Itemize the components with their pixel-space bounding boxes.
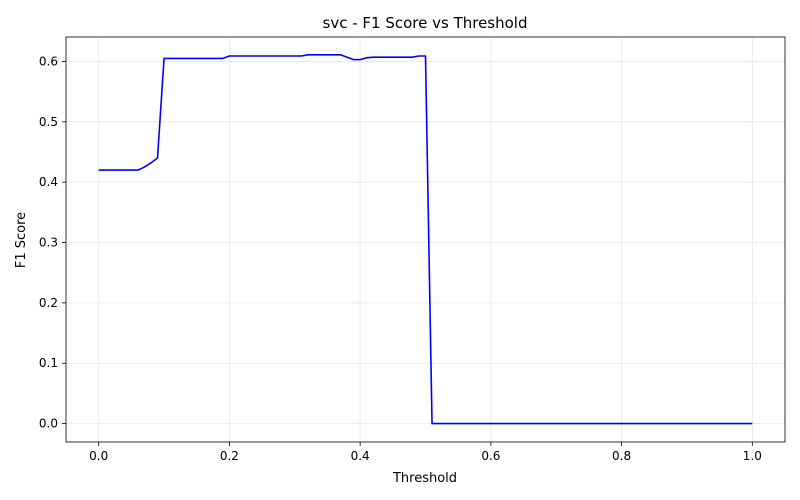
y-tick-label: 0.6	[39, 54, 58, 68]
y-tick-label: 0.2	[39, 296, 58, 310]
y-tick-label: 0.5	[39, 115, 58, 129]
y-tick-label: 0.3	[39, 236, 58, 250]
x-tick-label: 0.4	[351, 449, 370, 463]
x-tick-label: 1.0	[743, 449, 762, 463]
series-group	[98, 54, 753, 425]
y-tick-label: 0.0	[39, 417, 58, 431]
plot-frame	[65, 36, 786, 443]
x-tick-label: 0.2	[220, 449, 239, 463]
f1-series-line	[98, 54, 753, 425]
x-axis-label: Threshold	[392, 471, 457, 486]
y-tick-label: 0.1	[39, 356, 58, 370]
chart-title: svc - F1 Score vs Threshold	[323, 14, 528, 32]
x-tick-label: 0.6	[481, 449, 500, 463]
x-tick-label: 0.8	[612, 449, 631, 463]
y-axis-label: F1 Score	[14, 212, 29, 268]
axis-ticks: 0.0 0.2 0.4 0.6 0.8 1.0 0.0 0.1 0.2 0.3 0.4 0.5 0.6	[39, 54, 762, 463]
x-tick-label: 0.0	[89, 449, 108, 463]
y-tick-label: 0.4	[39, 175, 58, 189]
